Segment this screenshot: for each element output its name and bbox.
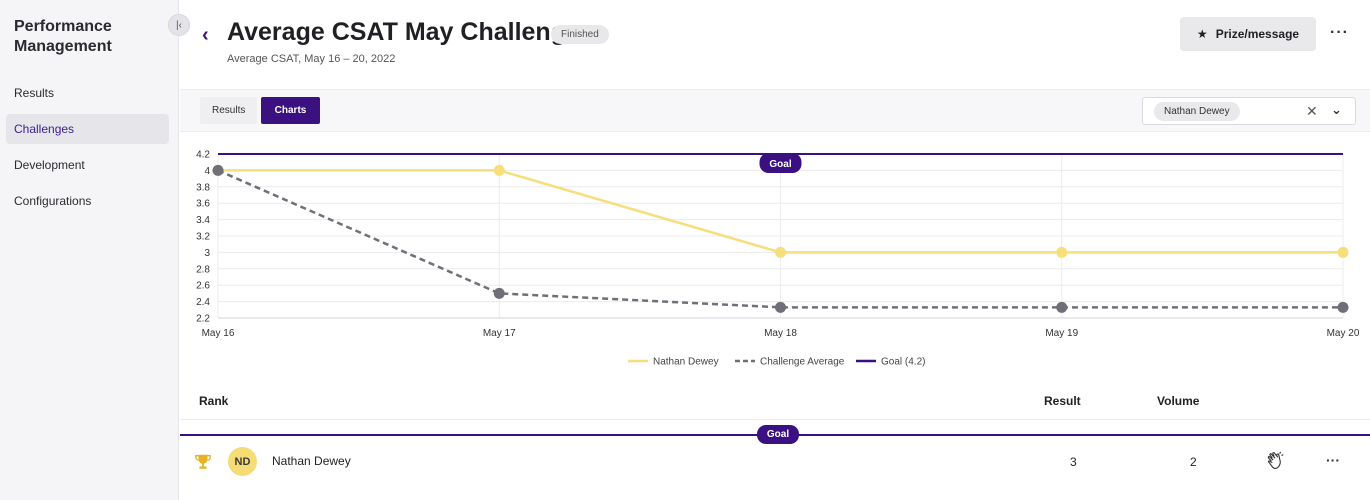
view-toolbar: Results Charts Nathan Dewey ✕ ⌄ [180,89,1370,132]
more-options-icon[interactable]: ··· [1330,24,1349,41]
avatar: ND [228,447,257,476]
app-title: Performance Management [14,18,112,55]
selected-user-chip[interactable]: Nathan Dewey [1154,102,1240,121]
row-name: Nathan Dewey [272,454,351,468]
column-header-rank: Rank [199,394,229,408]
sidebar-item-configurations[interactable]: Configurations [14,194,92,208]
tab-charts[interactable]: Charts [261,97,320,124]
tab-results[interactable]: Results [200,97,258,124]
row-more-options-icon[interactable]: ··· [1326,452,1340,468]
chart-area: 4.2 4 3.8 3.6 3.4 3.2 3 2.8 2.6 2.4 2.2 May 16 May 1… [180,140,1370,380]
data-point [1337,301,1349,313]
data-point [212,164,224,176]
prize-message-button[interactable]: ★ Prize/message [1180,17,1316,51]
data-point [493,287,505,299]
data-point [493,164,505,176]
x-tick-label: May 17 [483,328,516,339]
x-tick-label: May 20 [1327,328,1360,339]
x-tick-label: May 16 [202,328,235,339]
x-tick-label: May 19 [1045,328,1078,339]
sidebar-item-development[interactable]: Development [14,158,85,172]
x-tick-label: May 18 [764,328,797,339]
sidebar-item-results[interactable]: Results [14,86,55,100]
data-point [1056,246,1068,258]
y-tick-label: 2.6 [196,281,210,292]
sidebar-item-challenges[interactable]: Challenges [6,114,169,144]
y-tick-label: 4.2 [196,150,210,161]
data-point [1056,301,1068,313]
status-badge: Finished [551,25,609,44]
data-point [1337,246,1349,258]
column-header-volume[interactable]: Volume [1157,394,1200,408]
chart-goal-tag [759,153,802,173]
row-result: 3 [1070,455,1077,469]
legend-label: Challenge Average [760,357,845,368]
data-point [775,246,786,258]
y-tick-label: 2.8 [196,264,210,275]
y-tick-label: 3.6 [196,199,210,210]
page-subtitle: Average CSAT, May 16 – 20, 2022 [227,53,396,65]
sidebar: Performance Management Results Challenge… [0,0,179,500]
y-tick-label: 2.2 [196,314,210,325]
clear-icon[interactable]: ✕ [1306,103,1318,119]
collapse-left-icon[interactable]: |‹ [168,14,190,36]
table-row[interactable]: ND Nathan Dewey 3 2 ··· [180,440,1370,484]
y-tick-label: 3.4 [196,215,210,226]
star-icon: ★ [1196,27,1208,41]
y-tick-label: 2.4 [196,297,210,308]
user-filter-select[interactable]: Nathan Dewey ✕ ⌄ [1142,97,1356,125]
row-volume: 2 [1190,455,1197,469]
column-header-result[interactable]: Result [1044,394,1081,408]
data-point [775,301,786,313]
y-tick-label: 4 [204,166,210,177]
table-header: Rank Result Volume [180,384,1370,420]
chart-goal-label: Goal [769,159,791,170]
line-chart: 4.2 4 3.8 3.6 3.4 3.2 3 2.8 2.6 2.4 2.2 May 16 May 1… [196,150,1360,368]
series-line-1 [217,169,1343,309]
sidebar-nav: Results Challenges Development Configura… [6,78,169,222]
page-header: ‹ Average CSAT May Challenge Finished Av… [180,0,1370,90]
y-tick-label: 3.8 [196,182,210,193]
page-title: Average CSAT May Challenge [227,18,580,46]
legend-label: Nathan Dewey [653,357,719,368]
chevron-down-icon[interactable]: ⌄ [1331,102,1342,117]
y-tick-label: 3 [204,248,210,259]
clap-icon[interactable] [1265,450,1287,472]
back-icon[interactable]: ‹ [202,24,209,46]
prize-message-label: Prize/message [1215,27,1300,41]
goal-tag: Goal [757,425,799,444]
legend-label: Goal (4.2) [881,357,925,368]
trophy-icon [195,454,211,469]
y-tick-label: 3.2 [196,232,210,243]
